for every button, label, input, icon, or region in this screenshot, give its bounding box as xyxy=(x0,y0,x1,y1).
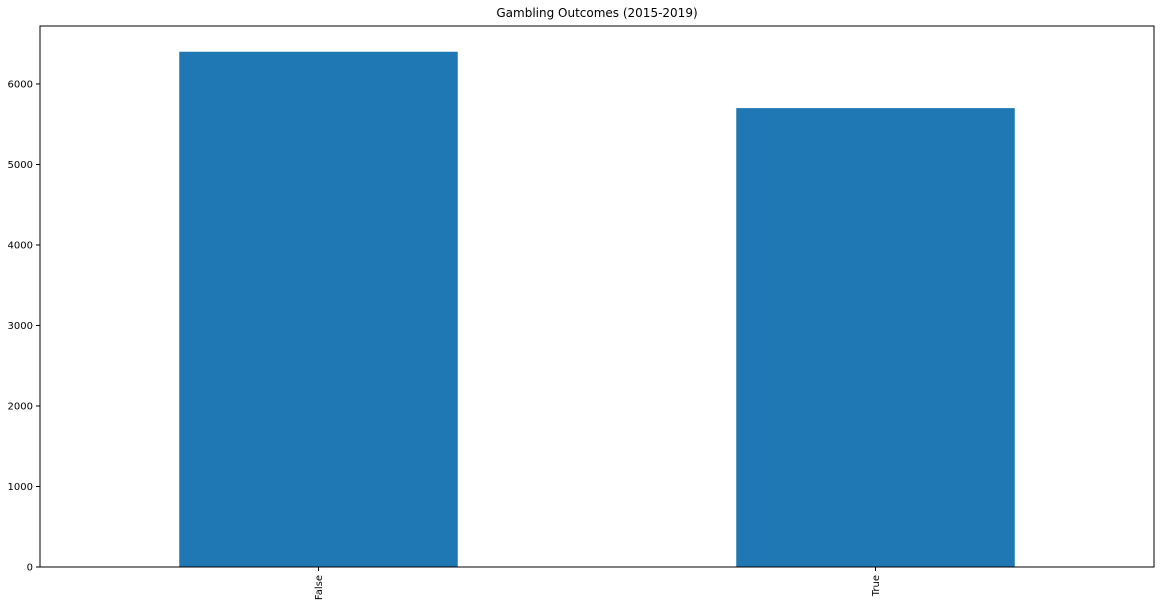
y-tick-label: 0 xyxy=(27,563,33,574)
y-tick-label: 1000 xyxy=(8,482,33,493)
y-tick-label: 5000 xyxy=(8,160,33,171)
chart-title: Gambling Outcomes (2015-2019) xyxy=(496,6,697,20)
x-tick-label: False xyxy=(314,575,325,600)
y-tick-label: 2000 xyxy=(8,401,33,412)
y-axis: 0 1000 2000 3000 4000 5000 6000 xyxy=(8,79,40,574)
bar-false xyxy=(179,51,458,568)
bar-true xyxy=(736,108,1015,567)
plot-frame xyxy=(39,25,1155,568)
x-tick-label: True xyxy=(871,575,882,597)
y-tick-label: 6000 xyxy=(8,79,33,90)
y-tick-label: 3000 xyxy=(8,321,33,332)
y-tick-label: 4000 xyxy=(8,240,33,251)
x-axis: False True xyxy=(314,567,882,600)
bars-layer xyxy=(179,51,1015,568)
